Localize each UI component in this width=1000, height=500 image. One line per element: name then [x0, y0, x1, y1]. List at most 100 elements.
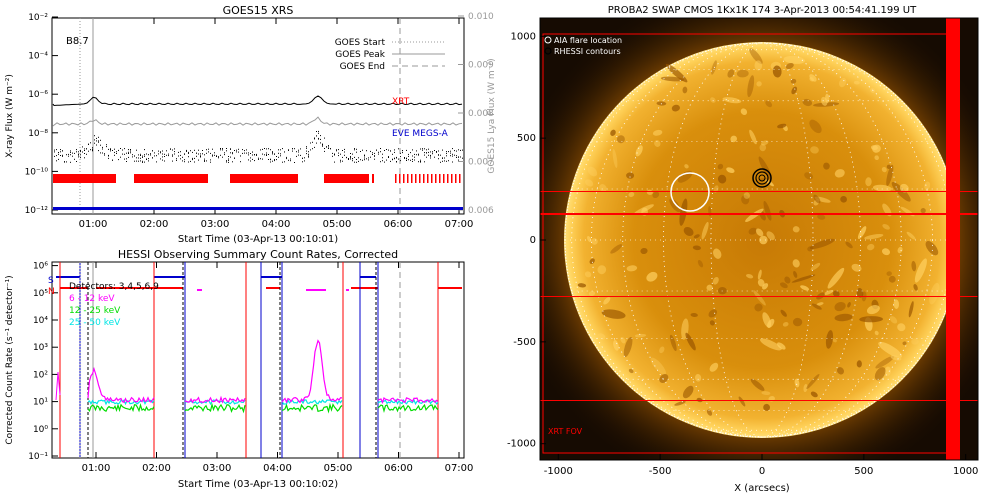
goes-scatter-point: [328, 148, 329, 149]
goes-scatter-point: [162, 159, 163, 161]
goes-ylabel-right: GOES15 Lya Flux (W m⁻²): [487, 58, 497, 173]
goes-scatter-point: [182, 160, 183, 162]
goes-x-tick-label: 05:00: [323, 219, 352, 230]
goes-scatter-point: [324, 150, 325, 152]
sun-feature: [610, 129, 616, 136]
xrt-tick-bar: [399, 174, 401, 183]
goes-scatter-point: [458, 149, 459, 151]
goes-x-tick-label: 07:00: [445, 219, 474, 230]
goes-scatter-point: [256, 154, 257, 156]
goes-scatter-point: [222, 148, 223, 150]
sun-feature: [587, 236, 592, 243]
goes-scatter-point: [204, 158, 205, 160]
longitude-line: [591, 42, 934, 438]
swap-legend-rhessi-symbol: [544, 47, 552, 55]
goes-xrt-bars: [53, 174, 461, 183]
goes-scatter-point: [266, 148, 267, 150]
xrt-bar: [134, 174, 208, 183]
goes-scatter-point: [444, 160, 445, 162]
sun-feature: [650, 357, 666, 375]
sun-feature: [727, 69, 735, 78]
sun-feature: [851, 263, 862, 272]
goes-scatter-point: [222, 149, 223, 151]
hessi-legend-6-12: 6 - 12 keV: [69, 294, 115, 304]
sun-feature: [763, 200, 772, 221]
sun-feature: [683, 227, 694, 236]
goes-scatter-point: [288, 149, 289, 151]
goes-scatter-point: [316, 142, 317, 144]
sun-feature: [792, 226, 800, 233]
goes-scatter-point: [136, 157, 137, 159]
goes-scatter-point: [314, 146, 315, 148]
goes-scatter-point: [302, 157, 303, 159]
sun-feature: [890, 355, 902, 361]
goes-scatter-point: [356, 148, 357, 150]
sun-feature: [709, 362, 719, 372]
goes-y-ticks-left: 10⁻¹² 10⁻¹⁰ 10⁻⁸ 10⁻⁶ 10⁻⁴ 10⁻²: [25, 13, 58, 216]
sun-feature: [765, 100, 773, 108]
goes-scatter-point: [430, 155, 431, 157]
sun-feature: [701, 221, 709, 240]
goes-scatter-point: [404, 157, 405, 159]
goes-scatter-point: [308, 155, 309, 157]
goes-scatter-point: [316, 131, 317, 132]
goes-scatter-point: [196, 155, 197, 157]
goes-scatter-point: [258, 158, 259, 160]
xrt-tick-bar: [435, 174, 437, 183]
goes-scatter-point: [108, 155, 109, 157]
goes-y-tick-label-right: 0.007: [468, 158, 494, 168]
sun-feature: [810, 262, 821, 271]
goes-scatter-point: [460, 156, 461, 158]
sun-feature: [794, 378, 800, 388]
hessi-legend-detectors: Detectors: 3,4,5,6,9: [69, 282, 159, 292]
goes-scatter-point: [232, 153, 233, 155]
xrt-tick-bar: [407, 174, 409, 183]
goes-scatter-point: [384, 150, 385, 151]
goes-scatter-point: [318, 138, 319, 140]
goes-scatter-point: [380, 151, 381, 153]
goes-scatter-point: [98, 150, 99, 152]
goes-scatter-point: [434, 156, 435, 158]
goes-scatter-point: [54, 149, 55, 151]
hessi-x-tick-label: 05:00: [324, 463, 353, 474]
goes-scatter-point: [164, 153, 165, 155]
goes-scatter-point: [400, 156, 401, 158]
goes-scatter-point: [452, 153, 453, 155]
hessi-flag-n: N: [48, 287, 55, 297]
sun-feature: [682, 86, 688, 94]
goes-scatter-point: [110, 149, 111, 151]
goes-scatter-point: [368, 157, 369, 159]
goes-scatter-point: [114, 148, 115, 150]
goes-scatter-point: [64, 161, 65, 163]
sun-feature: [591, 238, 598, 245]
goes-scatter-point: [366, 150, 367, 152]
goes-scatter-point: [86, 153, 87, 155]
sun-feature: [809, 238, 835, 250]
sun-feature: [806, 374, 820, 389]
sun-feature: [810, 391, 818, 398]
goes-scatter-point: [362, 159, 363, 161]
xrt-fov-line: [540, 296, 978, 297]
goes-scatter-point: [78, 151, 79, 153]
goes-scatter-point: [136, 149, 137, 151]
goes-scatter-point: [98, 136, 99, 138]
goes-scatter-point: [190, 150, 191, 152]
goes-scatter-point: [90, 142, 91, 144]
sun-feature: [866, 243, 875, 251]
goes-scatter-point: [286, 158, 287, 160]
hessi-y-ticks: 10⁻¹ 10⁰ 10¹ 10² 10³ 10⁴ 10⁵ 10⁶: [28, 262, 58, 462]
sun-feature: [875, 355, 895, 369]
sun-feature: [813, 194, 821, 204]
goes-legend: GOES Start GOES Peak GOES End: [335, 38, 445, 72]
goes-scatter-point: [416, 154, 417, 156]
goes-scatter-point: [278, 149, 279, 151]
goes-scatter-point: [340, 153, 341, 155]
sun-feature: [613, 340, 619, 351]
goes-scatter-point: [266, 152, 267, 154]
goes-x-tick-label: 04:00: [262, 219, 291, 230]
sun-feature: [736, 69, 749, 78]
goes-scatter-point: [96, 140, 97, 142]
goes-scatter-point: [444, 157, 445, 159]
goes-scatter-point: [398, 148, 399, 150]
goes-scatter-point: [100, 144, 101, 146]
